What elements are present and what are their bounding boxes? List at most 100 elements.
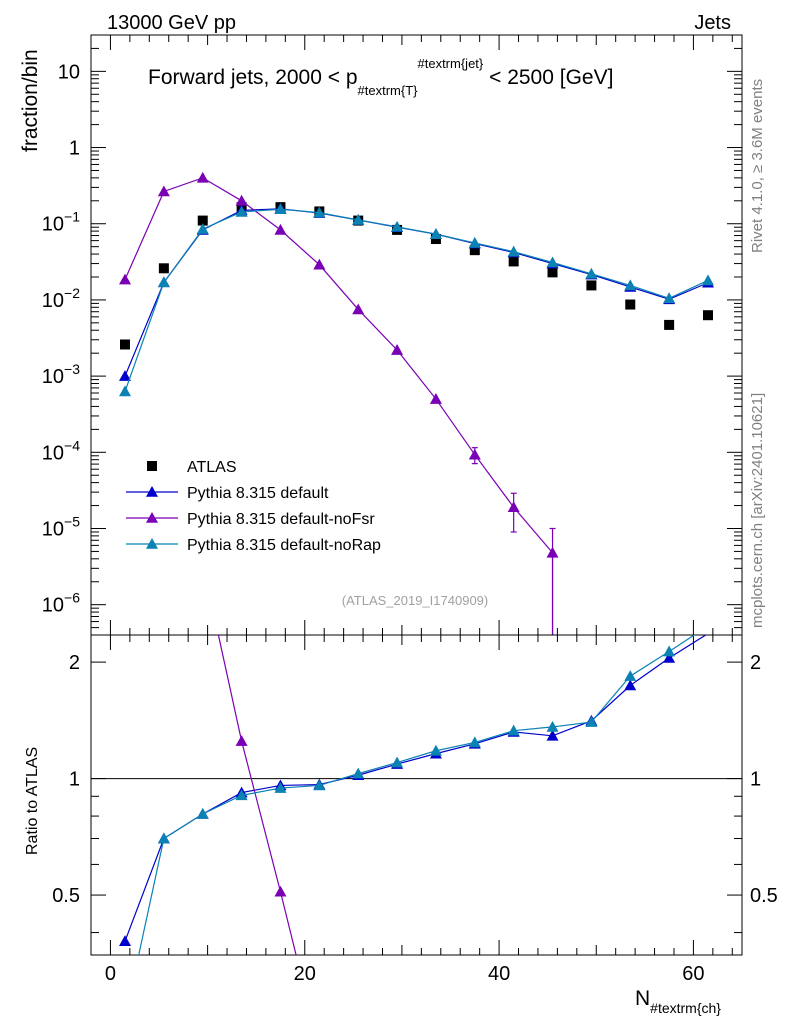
data-point: [586, 280, 597, 291]
mcplots-label: mcplots.cern.ch [arXiv:2401.10621]: [749, 393, 766, 628]
main-title-suffix: < 2500 [GeV]: [483, 66, 613, 89]
data-point: [625, 299, 636, 310]
data-point: [274, 223, 287, 235]
data-point: [197, 215, 208, 226]
ratio-series-pythia-8-315-default-nofsr: [217, 635, 297, 955]
data-point: [119, 370, 132, 381]
ratio-point: [391, 756, 404, 768]
main-y-tick-label: 10−6: [42, 590, 80, 617]
main-title: Forward jets, 2000 < p#textrm{T} #textrm{…: [148, 56, 613, 98]
x-axis-label-base: N: [635, 987, 650, 1010]
main-title-superscript: #textrm{jet}: [418, 56, 484, 71]
ratio-panel-frame: [90, 634, 743, 956]
data-point: [508, 256, 519, 267]
ratio-point: [468, 736, 481, 748]
data-point: [158, 263, 169, 274]
rivet-version-label: Rivet 4.1.0, ≥ 3.6M events: [749, 79, 766, 253]
ratio-axis-ticks: 0.5 0.51 12 20 20 40 60: [52, 635, 778, 985]
ratio-point: [546, 729, 559, 741]
legend-item-pythia-8-315-default: Pythia 8.315 default: [126, 485, 329, 502]
data-point: [120, 339, 131, 350]
data-point: [235, 194, 248, 206]
data-point: [157, 276, 170, 288]
main-series-layer: [119, 171, 714, 635]
data-point: [429, 228, 442, 239]
main-y-tick-label: 10−5: [42, 513, 80, 540]
data-point: [313, 206, 326, 218]
data-point: [585, 267, 598, 279]
ratio-line-pythia-8-315-default-norap: [138, 635, 696, 955]
data-point: [546, 546, 559, 558]
x-tick-label: 0: [105, 963, 116, 985]
category-label: Jets: [694, 12, 731, 34]
legend-label: Pythia 8.315 default-noRap: [187, 537, 381, 554]
main-y-tick-label: 10−4: [42, 437, 80, 464]
data-point: [429, 393, 442, 404]
main-y-tick-label: 1: [69, 138, 80, 160]
energy-label: 13000 GeV pp: [107, 12, 236, 34]
data-point: [546, 256, 559, 268]
ratio-series-pythia-8-315-default-norap: [138, 635, 696, 955]
data-point: [663, 292, 676, 304]
ratio-y-label: Ratio to ATLAS: [24, 747, 41, 855]
ratio-point: [119, 935, 132, 946]
data-point: [235, 205, 248, 217]
main-y-tick-label: 10−1: [42, 209, 80, 236]
data-point: [468, 448, 481, 460]
legend-item-pythia-8-315-default-norap: Pythia 8.315 default-noRap: [126, 537, 381, 554]
series-line-pythia-8-315-default-norap: [124, 208, 709, 392]
legend-marker: [146, 486, 158, 497]
ratio-point: [624, 679, 637, 691]
series-line-pythia-8-315-default-nofsr: [124, 177, 553, 554]
data-point: [507, 245, 520, 257]
data-point: [391, 220, 404, 232]
main-title-prefix: Forward jets, 2000 < p: [148, 66, 358, 89]
legend-label: Pythia 8.315 default: [187, 485, 329, 502]
legend-marker: [147, 461, 157, 471]
data-point: [701, 274, 714, 286]
x-axis-label-subscript: #textrm{ch}: [650, 1000, 721, 1016]
legend-item-atlas: ATLAS: [147, 459, 237, 476]
ratio-point: [157, 832, 170, 844]
data-point: [547, 267, 558, 278]
reference-id-label: (ATLAS_2019_I1740909): [342, 593, 488, 608]
data-point: [119, 385, 132, 397]
main-y-label: fraction/bin: [19, 49, 42, 152]
ratio-y-tick-label-left: 2: [69, 652, 80, 674]
x-tick-label: 40: [488, 963, 510, 985]
data-point: [469, 245, 480, 256]
series-atlas: [120, 202, 713, 350]
main-title-subscript: #textrm{T}: [358, 83, 419, 98]
data-point: [119, 273, 132, 285]
data-point: [702, 310, 713, 321]
ratio-series-layer: [119, 635, 707, 955]
x-tick-label: 20: [294, 963, 316, 985]
main-y-tick-label: 10−2: [42, 285, 80, 312]
x-tick-label: 60: [682, 963, 704, 985]
ratio-point: [235, 789, 248, 801]
ratio-point: [274, 885, 287, 897]
data-point: [352, 213, 365, 225]
legend-label: Pythia 8.315 default-noFsr: [187, 511, 375, 528]
data-point: [352, 303, 365, 315]
series-line-pythia-8-315-default: [124, 208, 709, 377]
data-point: [391, 344, 404, 355]
ratio-point: [274, 782, 287, 793]
x-axis-label: N#textrm{ch}: [635, 987, 721, 1016]
ratio-point: [313, 779, 326, 791]
legend-marker: [146, 512, 158, 523]
data-point: [430, 234, 441, 245]
series-pythia-8-315-default-norap: [119, 203, 714, 397]
ratio-y-tick-label-left: 1: [69, 769, 80, 791]
data-point: [196, 171, 209, 183]
ratio-line-pythia-8-315-default: [124, 635, 707, 942]
data-point: [507, 501, 520, 513]
legend-marker: [146, 538, 158, 549]
data-point: [196, 223, 209, 234]
ratio-point: [546, 720, 559, 732]
series-pythia-8-315-default-nofsr: [119, 171, 559, 635]
ratio-point: [624, 670, 637, 681]
main-y-tick-label: 10−3: [42, 361, 80, 388]
ratio-point: [235, 735, 248, 746]
